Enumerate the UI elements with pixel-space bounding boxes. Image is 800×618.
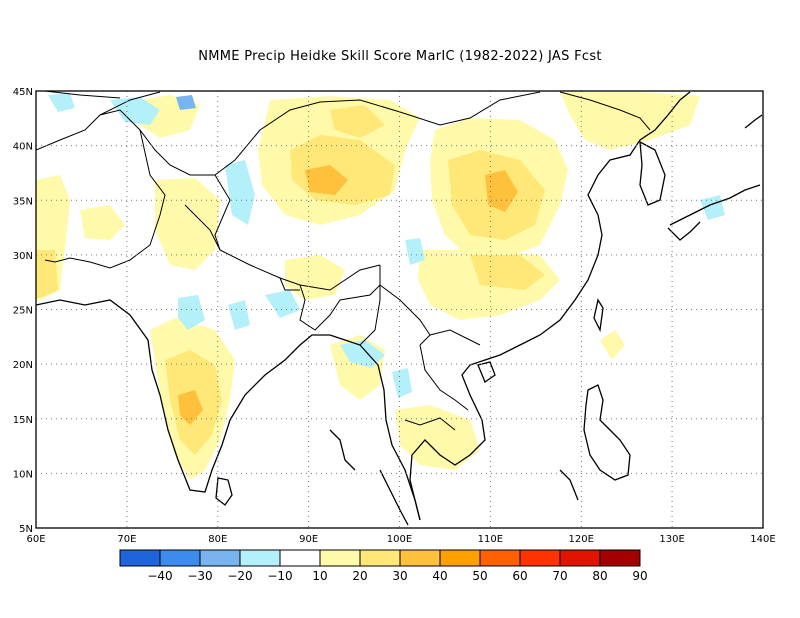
colorbar-swatch [559, 549, 601, 567]
lat-tick-label: 30N [13, 251, 33, 262]
colorbar-swatch [479, 549, 521, 567]
colorbar-label: 60 [512, 569, 527, 583]
lon-tick-label: 70E [117, 534, 136, 545]
colorbar-label: 30 [392, 569, 407, 583]
lon-tick-label: 100E [387, 534, 412, 545]
map-frame [35, 90, 764, 529]
lon-tick-label: 60E [26, 534, 45, 545]
coastlines [36, 91, 763, 526]
colorbar-label: 80 [592, 569, 607, 583]
skill-neg10-neg20-regions [48, 93, 725, 398]
colorbar-label: 10 [312, 569, 327, 583]
colorbar-swatch [519, 549, 561, 567]
colorbar-swatch [119, 549, 161, 567]
skill-30-40-regions [178, 165, 518, 425]
colorbar-swatch [359, 549, 401, 567]
colorbar-label: −10 [267, 569, 292, 583]
longitude-tick-labels: 60E 70E 80E 90E 100E 110E 120E 130E 140E [26, 534, 775, 545]
lat-tick-label: 45N [13, 87, 33, 98]
lat-tick-label: 35N [13, 196, 33, 207]
lon-tick-label: 130E [659, 534, 684, 545]
grid-lines [36, 91, 763, 528]
colorbar-swatch [599, 549, 641, 567]
colorbar-label: −30 [187, 569, 212, 583]
colorbar-label: 20 [352, 569, 367, 583]
colorbar-swatch [319, 549, 361, 567]
colorbar-swatch [199, 549, 241, 567]
colorbar-swatch [239, 549, 281, 567]
lon-tick-label: 90E [299, 534, 318, 545]
lat-tick-label: 20N [13, 360, 33, 371]
colorbar-swatch [159, 549, 201, 567]
lon-tick-label: 120E [569, 534, 594, 545]
latitude-tick-labels: 5N 10N 15N 20N 25N 30N 35N 40N 45N [13, 87, 33, 535]
colorbar-swatch [439, 549, 481, 567]
colorbar [119, 549, 641, 567]
skill-field [36, 92, 725, 480]
colorbar-swatch [399, 549, 441, 567]
colorbar-label: 40 [432, 569, 447, 583]
lat-tick-label: 5N [19, 524, 33, 535]
chart-title: NMME Precip Heidke Skill Score MarIC (19… [198, 49, 602, 64]
lat-tick-label: 10N [13, 469, 33, 480]
colorbar-label: −40 [147, 569, 172, 583]
lon-tick-label: 110E [478, 534, 503, 545]
colorbar-swatch [279, 549, 321, 567]
colorbar-labels: −40 −30 −20 −10 10 20 30 40 50 60 70 80 90 [147, 569, 647, 583]
lat-tick-label: 15N [13, 415, 33, 426]
lat-tick-label: 40N [13, 142, 33, 153]
lon-tick-label: 80E [208, 534, 227, 545]
country-borders [36, 91, 651, 431]
colorbar-label: −20 [227, 569, 252, 583]
colorbar-label: 70 [552, 569, 567, 583]
colorbar-label: 90 [632, 569, 647, 583]
skill-neg20-neg30-regions [176, 95, 196, 110]
lon-tick-label: 140E [750, 534, 775, 545]
colorbar-label: 50 [472, 569, 487, 583]
lat-tick-label: 25N [13, 306, 33, 317]
